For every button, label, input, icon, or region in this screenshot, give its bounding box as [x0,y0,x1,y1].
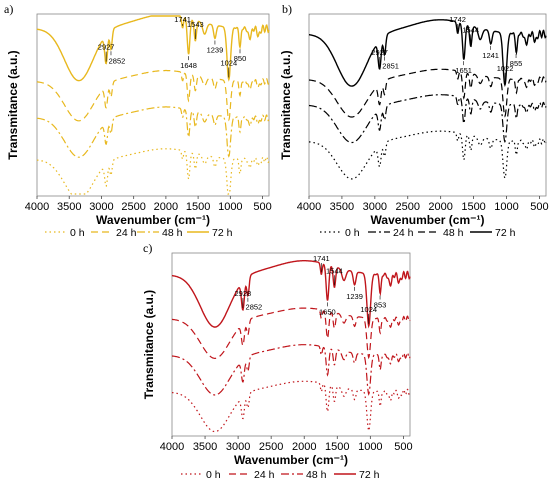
peak-label: 1648 [180,61,197,70]
x-tick-label: 2000 [428,201,452,213]
chart-panel-b: b) 4000 3500 3000 2500 2000 1500 1000 500 Wavenum… [279,2,549,239]
series-line-0h [172,380,411,433]
y-axis-title: Transmitance (a.u.) [279,50,293,159]
series-line-72h [171,260,411,329]
peak-label: 2927 [98,43,115,52]
x-tick-label: 3500 [330,201,354,213]
series-line-48h [309,68,547,118]
peak-label: 1241 [482,51,499,60]
x-tick-label: 500 [394,441,412,453]
peak-label: 1024 [360,305,377,314]
peak-label: 1239 [346,292,363,301]
series-line-72h [309,19,547,88]
peak-label: 1741 [174,15,191,24]
legend-label: 0 h [206,469,221,481]
peak-label: 1544 [462,25,479,34]
peak-label: 850 [234,54,247,63]
x-tick-label: 2500 [396,201,420,213]
legend-label: 72 h [212,227,233,239]
x-axis-title: Wavenumber (cm⁻¹) [234,453,348,467]
peak-label: 1024 [220,58,237,67]
series-line-24h [36,69,270,122]
peak-label: 855 [510,59,523,68]
chart-panel-c: c) 4000 3500 3000 2500 2000 1500 1000 500 Wavenum… [142,241,413,481]
plot-frame [36,13,270,197]
legend-label: 24 h [393,227,414,239]
legend-label: 0 h [345,227,360,239]
peak-label: 2927 [371,48,388,57]
peak-label: 2852 [246,303,263,312]
x-tick-label: 500 [530,201,548,213]
peak-label: 1741 [313,254,330,263]
x-tick-label: 1000 [358,441,382,453]
series-line-0h [37,148,270,195]
x-tick-label: 4000 [25,201,49,213]
peak-label: 1742 [449,15,466,24]
x-tick-label: 3000 [226,441,250,453]
peak-label: 1543 [187,20,204,29]
x-tick-label: 4000 [160,441,184,453]
x-axis-title: Wavenumber (cm⁻¹) [96,213,210,227]
x-tick-label: 3500 [193,441,217,453]
peak-label: 1544 [326,266,343,275]
x-tick-label: 1500 [325,441,349,453]
x-tick-label: 2500 [121,201,145,213]
y-axis-title: Transmitance (a.u.) [142,290,156,399]
x-tick-label: 3000 [89,201,113,213]
peak-label: 2851 [382,62,399,71]
series-line-24h [172,307,411,360]
peak-label: 853 [374,301,387,310]
panel-label: b) [282,2,292,16]
x-tick-label: 4000 [297,201,321,213]
x-tick-label: 3000 [363,201,387,213]
x-axis-title: Wavenumber (cm⁻¹) [371,213,485,227]
x-tick-label: 3500 [57,201,81,213]
x-tick-label: 1000 [218,201,242,213]
panel-label: a) [4,2,13,16]
x-tick-label: 1000 [494,201,518,213]
peak-label: 2928 [235,289,252,298]
legend-label: 48 h [162,227,183,239]
series-line-48h [172,344,411,396]
x-tick-label: 2000 [154,201,178,213]
legend-label: 48 h [443,227,464,239]
x-tick-label: 500 [253,201,271,213]
panel-label: c) [143,241,152,255]
legend-label: 24 h [116,227,137,239]
series-line-48h [36,106,270,158]
peak-label: 1239 [207,45,224,54]
peak-label: 1651 [455,66,472,75]
peak-label: 1650 [319,307,336,316]
x-tick-label: 2500 [259,441,283,453]
x-tick-label: 2000 [292,441,316,453]
legend-label: 48 h [306,469,327,481]
peak-label: 2852 [109,56,126,65]
x-tick-label: 1500 [461,201,485,213]
legend-label: 0 h [70,227,85,239]
y-axis-title: Transmitance (a.u.) [6,50,20,159]
series-line-0h [309,130,547,180]
plot-frame [171,252,411,437]
legend-label: 72 h [495,227,516,239]
legend-label: 72 h [359,469,380,481]
legend-label: 24 h [254,469,275,481]
series-line-72h [36,15,270,82]
x-tick-label: 1500 [186,201,210,213]
chart-panel-a: a) 4000 3500 3000 2500 2000 1500 1000 500 Wavenum… [4,2,272,239]
peak-label: 1022 [497,64,514,73]
series-line-24h [309,94,547,144]
